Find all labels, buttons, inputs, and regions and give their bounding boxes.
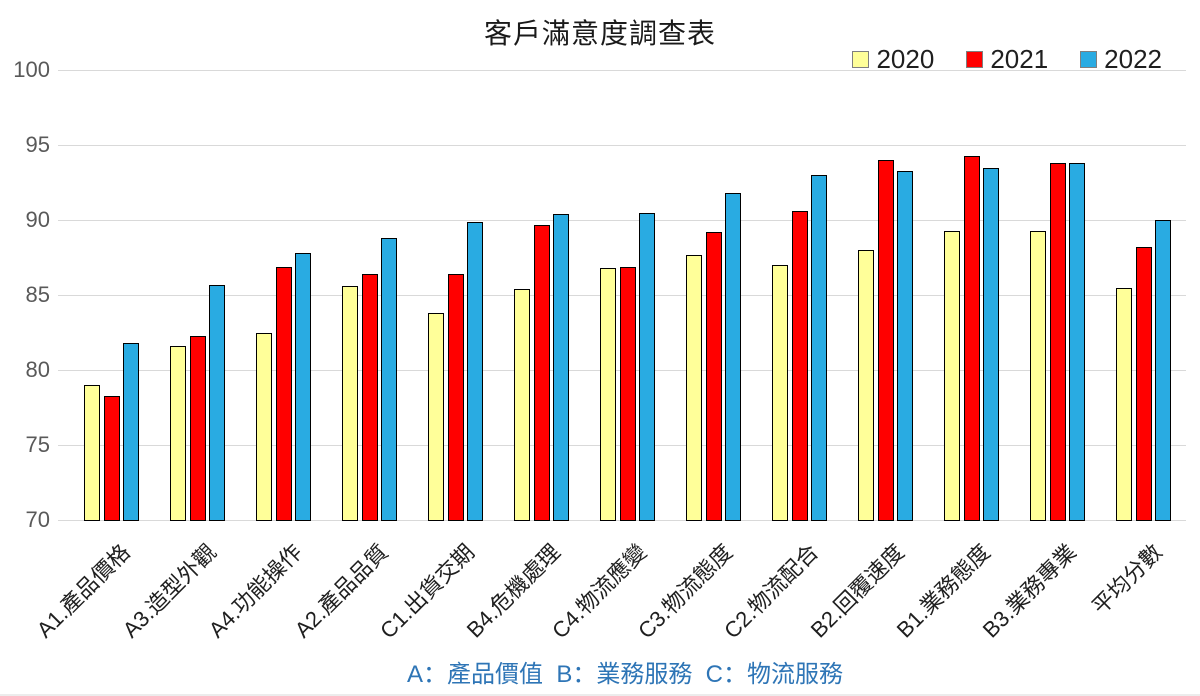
bar-2020-A4.功能操作: [256, 332, 272, 521]
legend-label-2020: 2020: [876, 44, 935, 74]
y-axis-tick-label: 100: [13, 57, 50, 82]
legend-item-2021: 2021: [966, 44, 1048, 75]
legend-swatch-2020: [852, 51, 870, 68]
bar-2022-A3.造型外觀: [209, 284, 225, 521]
legend-item-2020: 2020: [852, 44, 934, 75]
gridline-100: [58, 69, 1186, 71]
bar-2020-B1.業務態度: [944, 230, 960, 521]
bar-2021-B1.業務態度: [964, 155, 980, 521]
bar-2022-A2.產品品質: [381, 238, 397, 521]
bar-2020-C4.物流應變: [600, 268, 616, 521]
y-axis-tick-label: 75: [25, 432, 50, 457]
legend-label-2021: 2021: [990, 44, 1049, 74]
bar-2022-C1.出貨交期: [467, 221, 483, 521]
bar-2021-B2.回覆速度: [878, 160, 894, 521]
bar-2022-C3.物流態度: [725, 193, 741, 521]
gridline-95: [58, 144, 1186, 146]
bar-2020-C3.物流態度: [686, 254, 702, 521]
y-axis-tick-label: 85: [25, 282, 50, 307]
bar-2022-B1.業務態度: [983, 167, 999, 521]
legend-item-2022: 2022: [1080, 44, 1162, 75]
bar-2021-A2.產品品質: [362, 274, 378, 521]
y-axis-tick-label: 95: [25, 132, 50, 157]
y-axis-tick-label: 90: [25, 207, 50, 232]
bar-2020-B4.危機處理: [514, 289, 530, 521]
x-axis-category-label: 平均分數: [1087, 539, 1167, 620]
bar-2020-A3.造型外觀: [170, 346, 186, 521]
bar-2022-C4.物流應變: [639, 212, 655, 521]
bar-2020-C1.出貨交期: [428, 313, 444, 521]
chart-title: 客戶滿意度調查表: [483, 18, 716, 49]
bar-2022-B2.回覆速度: [897, 170, 913, 521]
bar-2020-平均分數: [1116, 287, 1132, 521]
bar-2020-B2.回覆速度: [858, 250, 874, 521]
bar-2021-A1.產品價格: [104, 395, 120, 521]
bar-2022-A4.功能操作: [295, 253, 311, 521]
bar-2021-A3.造型外觀: [190, 335, 206, 521]
bar-2022-A1.產品價格: [123, 343, 139, 521]
legend-swatch-2022: [1080, 51, 1098, 68]
bar-2021-C1.出貨交期: [448, 274, 464, 521]
bar-2021-C3.物流態度: [706, 232, 722, 521]
bar-2022-B3.業務專業: [1069, 163, 1085, 521]
bar-2021-A4.功能操作: [276, 266, 292, 521]
bar-2021-B3.業務專業: [1050, 163, 1066, 521]
legend-label-2022: 2022: [1104, 44, 1162, 74]
y-axis-tick-label: 80: [25, 357, 50, 382]
bar-2020-C2.物流配合: [772, 265, 788, 521]
legend: 2020 2021 2022: [852, 44, 1162, 75]
y-axis-tick-label: 70: [25, 507, 50, 532]
bar-2022-C2.物流配合: [811, 175, 827, 521]
bar-2021-B4.危機處理: [534, 224, 550, 521]
bar-2020-A1.產品價格: [84, 385, 100, 521]
category-legend-footnote: A：產品價值 B：業務服務 C：物流服務: [406, 661, 844, 688]
bar-2021-C4.物流應變: [620, 266, 636, 521]
bar-2022-平均分數: [1155, 220, 1171, 521]
legend-swatch-2021: [966, 51, 984, 68]
bar-2020-A2.產品品質: [342, 286, 358, 521]
bar-2022-B4.危機處理: [553, 214, 569, 521]
bar-2020-B3.業務專業: [1030, 230, 1046, 521]
bar-2021-平均分數: [1136, 247, 1152, 521]
gridline-90: [58, 219, 1186, 221]
bar-2021-C2.物流配合: [792, 211, 808, 521]
